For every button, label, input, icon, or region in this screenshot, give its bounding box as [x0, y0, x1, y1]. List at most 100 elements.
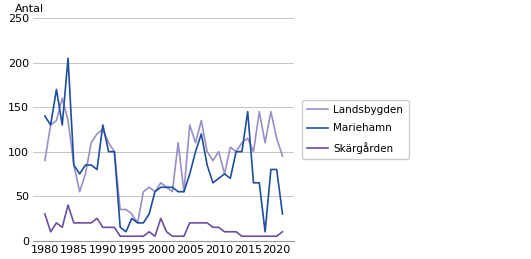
- Skärgården: [181, 235, 187, 238]
- Landsbygden: [76, 190, 83, 193]
- Skärgården: [88, 221, 95, 224]
- Skärgården: [76, 221, 83, 224]
- Skärgården: [152, 235, 158, 238]
- Skärgården: [111, 226, 117, 229]
- Skärgården: [262, 235, 268, 238]
- Landsbygden: [134, 221, 141, 224]
- Skärgården: [65, 204, 71, 207]
- Mariehamn: [47, 123, 54, 126]
- Skärgården: [221, 230, 228, 233]
- Landsbygden: [239, 141, 245, 144]
- Skärgården: [41, 212, 48, 215]
- Landsbygden: [106, 141, 112, 144]
- Skärgården: [279, 230, 286, 233]
- Skärgården: [192, 221, 199, 224]
- Skärgården: [134, 235, 141, 238]
- Skärgården: [210, 226, 216, 229]
- Landsbygden: [227, 146, 234, 149]
- Landsbygden: [210, 159, 216, 162]
- Skärgården: [216, 226, 222, 229]
- Mariehamn: [186, 172, 193, 175]
- Skärgården: [100, 226, 106, 229]
- Mariehamn: [244, 110, 251, 113]
- Mariehamn: [82, 163, 89, 167]
- Skärgården: [198, 221, 204, 224]
- Landsbygden: [268, 110, 274, 113]
- Mariehamn: [94, 168, 100, 171]
- Mariehamn: [273, 168, 280, 171]
- Skärgården: [94, 217, 100, 220]
- Landsbygden: [158, 181, 164, 184]
- Mariehamn: [152, 190, 158, 193]
- Skärgården: [186, 221, 193, 224]
- Landsbygden: [41, 159, 48, 162]
- Line: Landsbygden: Landsbygden: [45, 98, 282, 223]
- Mariehamn: [123, 230, 129, 233]
- Mariehamn: [262, 230, 268, 233]
- Landsbygden: [117, 208, 123, 211]
- Mariehamn: [227, 177, 234, 180]
- Mariehamn: [76, 172, 83, 175]
- Landsbygden: [279, 155, 286, 158]
- Skärgården: [123, 235, 129, 238]
- Landsbygden: [47, 123, 54, 126]
- Legend: Landsbygden, Mariehamn, Skärgården: Landsbygden, Mariehamn, Skärgården: [302, 100, 408, 159]
- Text: Antal: Antal: [15, 4, 44, 14]
- Skärgården: [244, 235, 251, 238]
- Mariehamn: [117, 226, 123, 229]
- Landsbygden: [140, 190, 147, 193]
- Landsbygden: [273, 137, 280, 140]
- Landsbygden: [111, 150, 117, 153]
- Landsbygden: [94, 132, 100, 135]
- Skärgården: [169, 235, 176, 238]
- Mariehamn: [129, 217, 135, 220]
- Skärgården: [140, 235, 147, 238]
- Mariehamn: [250, 181, 256, 184]
- Landsbygden: [53, 119, 59, 122]
- Mariehamn: [233, 150, 239, 153]
- Skärgården: [59, 226, 65, 229]
- Landsbygden: [65, 119, 71, 122]
- Landsbygden: [198, 119, 204, 122]
- Mariehamn: [268, 168, 274, 171]
- Landsbygden: [244, 137, 251, 140]
- Mariehamn: [198, 132, 204, 135]
- Landsbygden: [221, 172, 228, 175]
- Mariehamn: [221, 172, 228, 175]
- Line: Skärgården: Skärgården: [45, 205, 282, 236]
- Mariehamn: [111, 150, 117, 153]
- Mariehamn: [59, 123, 65, 126]
- Mariehamn: [181, 190, 187, 193]
- Line: Mariehamn: Mariehamn: [45, 58, 282, 232]
- Landsbygden: [59, 97, 65, 100]
- Skärgården: [239, 235, 245, 238]
- Mariehamn: [204, 163, 210, 167]
- Landsbygden: [256, 110, 262, 113]
- Mariehamn: [88, 163, 95, 167]
- Skärgården: [117, 235, 123, 238]
- Landsbygden: [82, 172, 89, 175]
- Mariehamn: [65, 57, 71, 60]
- Mariehamn: [146, 212, 152, 215]
- Landsbygden: [169, 190, 176, 193]
- Skärgården: [227, 230, 234, 233]
- Landsbygden: [250, 150, 256, 153]
- Landsbygden: [123, 208, 129, 211]
- Skärgården: [164, 230, 170, 233]
- Skärgården: [204, 221, 210, 224]
- Landsbygden: [100, 128, 106, 131]
- Skärgården: [250, 235, 256, 238]
- Skärgården: [175, 235, 182, 238]
- Mariehamn: [71, 163, 77, 167]
- Mariehamn: [210, 181, 216, 184]
- Skärgården: [53, 221, 59, 224]
- Mariehamn: [41, 114, 48, 118]
- Landsbygden: [175, 141, 182, 144]
- Landsbygden: [192, 141, 199, 144]
- Skärgården: [129, 235, 135, 238]
- Mariehamn: [164, 186, 170, 189]
- Mariehamn: [134, 221, 141, 224]
- Skärgården: [47, 230, 54, 233]
- Skärgården: [233, 230, 239, 233]
- Mariehamn: [279, 212, 286, 215]
